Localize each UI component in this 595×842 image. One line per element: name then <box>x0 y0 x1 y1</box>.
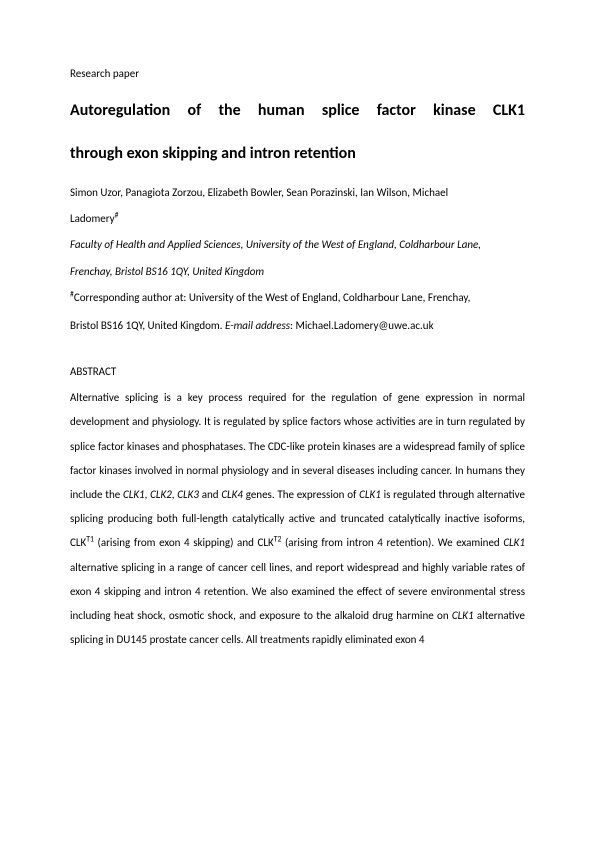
title-line-1: Autoregulation of the human splice facto… <box>70 92 525 130</box>
corresponding-text-2: Bristol BS16 1QY, United Kingdom. <box>70 319 225 332</box>
email-label: E-mail address <box>225 319 290 332</box>
gene-clk2: CLK2 <box>150 488 172 501</box>
sup-t1: T1 <box>86 536 94 545</box>
abstract-text-1: Alternative splicing is a key process re… <box>70 391 525 501</box>
gene-clk1-d: CLK1 <box>452 609 474 622</box>
authors-line-1: Simon Uzor, Panagiota Zorzou, Elizabeth … <box>70 181 525 205</box>
abstract-text-5: (arising from intron 4 retention). We ex… <box>281 536 503 549</box>
corresponding-line-1: #Corresponding author at: University of … <box>70 286 525 310</box>
email-address: Michael.Ladomery@uwe.ac.uk <box>295 319 433 332</box>
corresponding-text-1: Corresponding author at: University of t… <box>74 291 470 304</box>
author-mark: # <box>115 212 119 221</box>
abstract-body: Alternative splicing is a key process re… <box>70 386 525 652</box>
author-last-name: Ladomery <box>70 212 115 225</box>
sep-and: and <box>199 488 221 501</box>
affiliation-line-1: Faculty of Health and Applied Sciences, … <box>70 233 525 257</box>
authors-line-2: Ladomery# <box>70 207 525 231</box>
abstract-text-2: genes. The expression of <box>243 488 359 501</box>
abstract-text-4: (arising from exon 4 skipping) and CLK <box>94 536 274 549</box>
gene-clk1-b: CLK1 <box>359 488 381 501</box>
paper-type: Research paper <box>70 62 525 86</box>
abstract-heading: ABSTRACT <box>70 360 525 384</box>
gene-clk1-c: CLK1 <box>503 536 525 549</box>
gene-clk3: CLK3 <box>177 488 199 501</box>
affiliation-line-2: Frenchay, Bristol BS16 1QY, United Kingd… <box>70 260 525 284</box>
title-line-2: through exon skipping and intron retenti… <box>70 135 525 173</box>
gene-clk4: CLK4 <box>221 488 243 501</box>
gene-clk1-a: CLK1 <box>123 488 145 501</box>
corresponding-line-2: Bristol BS16 1QY, United Kingdom. E-mail… <box>70 314 525 338</box>
